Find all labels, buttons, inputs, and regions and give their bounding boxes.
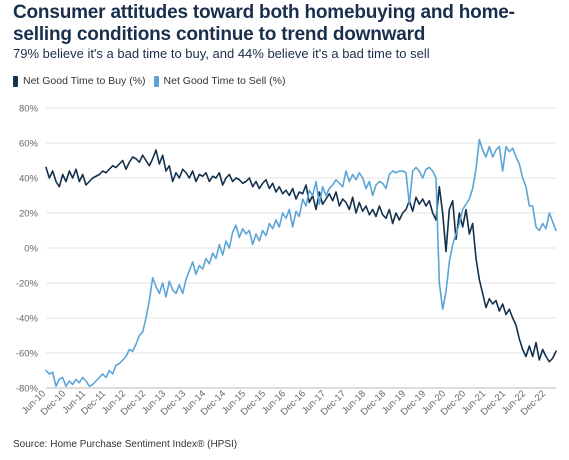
legend-label-sell: Net Good Time to Sell (%) [163, 75, 286, 87]
legend-item-sell: Net Good Time to Sell (%) [153, 75, 286, 87]
chart-subtitle: 79% believe it's a bad time to buy, and … [13, 46, 430, 61]
legend-swatch-buy [13, 75, 18, 87]
y-tick-label: 20% [19, 209, 39, 220]
legend: Net Good Time to Buy (%) Net Good Time t… [13, 75, 294, 87]
y-tick-label: 80% [19, 104, 39, 115]
y-tick-label: -40% [16, 314, 39, 325]
y-tick-label: 0% [24, 244, 38, 255]
y-tick-label: -60% [16, 349, 39, 360]
legend-label-buy: Net Good Time to Buy (%) [23, 75, 146, 87]
legend-item-buy: Net Good Time to Buy (%) [13, 75, 146, 87]
y-tick-label: -20% [16, 279, 39, 290]
legend-swatch-sell [153, 75, 159, 87]
series-line-sell [45, 138, 557, 388]
series-line-buy [45, 149, 557, 363]
y-tick-label: -80% [16, 384, 39, 395]
y-tick-label: 60% [19, 139, 39, 150]
source-note: Source: Home Purchase Sentiment Index® (… [13, 439, 238, 450]
chart-title: Consumer attitudes toward both homebuyin… [13, 2, 515, 45]
y-tick-label: 40% [19, 174, 39, 185]
